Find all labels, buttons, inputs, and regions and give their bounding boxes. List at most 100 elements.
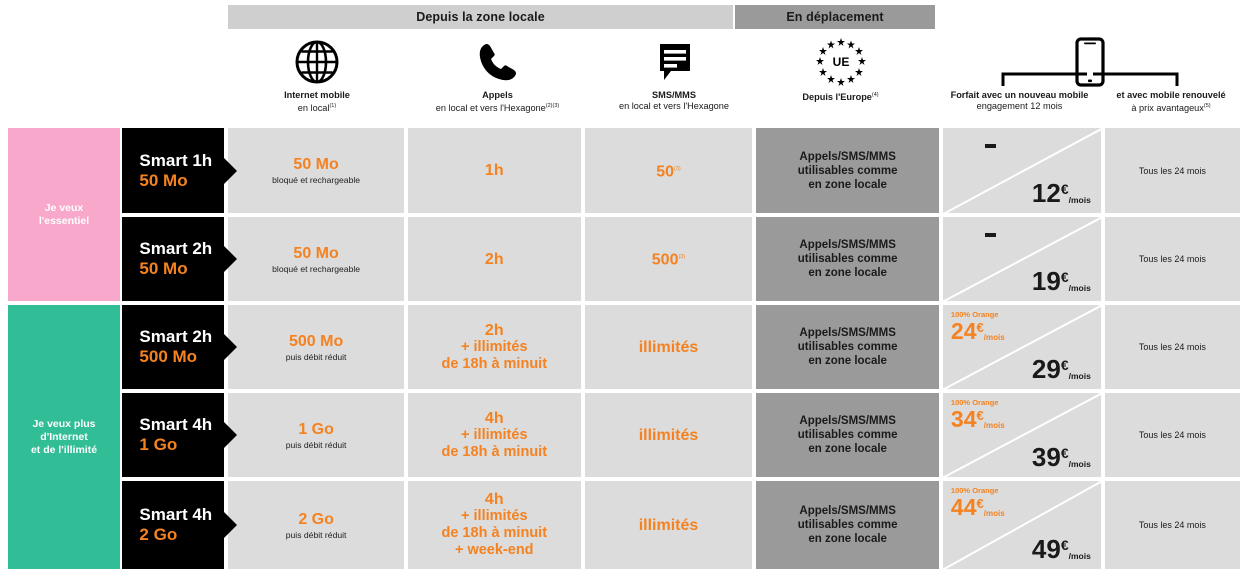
plan-calls-block: 4h + illimités de 18h à minuit <box>441 410 547 461</box>
table-row: Smart 2h 50 Mo 50 Mo bloqué et rechargeable… <box>0 217 1240 301</box>
plan-name-line1: Smart 4h <box>139 505 213 524</box>
plan-internet-value: 1 Go <box>298 420 334 438</box>
plan-internet-note: puis débit réduit <box>285 529 347 540</box>
plan-renewal-cell: Tous les 24 mois <box>1104 481 1240 569</box>
column-header-sms-caption: SMS/MMS en local et vers l'Hexagone <box>619 90 729 112</box>
plan-renewal-cell: Tous les 24 mois <box>1104 305 1240 389</box>
plans-grid: Je veux l'essentiel Je veux plus d'Inter… <box>0 128 1240 569</box>
category-band-essentiel-line1: Je veux <box>44 201 84 214</box>
category-band-illimite: Je veux plus d'Internet et de l'illimité <box>8 305 120 569</box>
plan-name-cell[interactable]: Smart 2h 500 Mo <box>122 305 238 389</box>
plan-name-line1: Smart 1h <box>139 150 213 170</box>
price-renewed-period: /mois <box>1068 195 1091 205</box>
plan-renewal-cell: Tous les 24 mois <box>1104 128 1240 213</box>
sms-bubble-icon <box>651 34 697 90</box>
column-header-internet-sub: en local <box>297 103 330 114</box>
plan-calls-block: 1h <box>485 162 504 179</box>
plan-sms-value: illimités <box>638 426 699 444</box>
plan-europe-cell: Appels/SMS/MMS utilisables comme en zone l… <box>756 393 939 477</box>
price-new-mobile-period: /mois <box>983 333 1005 342</box>
price-renewed-currency: € <box>1060 269 1069 285</box>
column-header-renew-mobile-caption: et avec mobile renouvelé à prix avantage… <box>1102 90 1240 114</box>
plan-renewal-text: Tous les 24 mois <box>1138 430 1206 440</box>
category-band-illimite-line2: d'Internet <box>40 430 88 443</box>
plan-internet-note: bloqué et rechargeable <box>272 175 361 185</box>
plan-sms-cell: illimités <box>584 393 753 477</box>
column-header-renew-mobile-sub: à prix avantageux <box>1131 103 1204 114</box>
price-renewed-currency: € <box>1060 537 1069 553</box>
category-band-essentiel: Je veux l'essentiel <box>8 128 120 301</box>
plan-price-cell: 100% Orange 34€/mois 39€/mois <box>942 393 1101 477</box>
plan-europe-line3: en zone locale <box>808 267 887 279</box>
group-header-roaming-label: En déplacement <box>786 10 884 24</box>
plan-name-line2: 2 Go <box>139 525 178 544</box>
plan-name-cell[interactable]: Smart 4h 2 Go <box>122 481 238 569</box>
plan-internet-value: 50 Mo <box>293 244 339 262</box>
plan-europe-text: Appels/SMS/MMS utilisables comme en zone l… <box>798 150 898 192</box>
column-header-new-mobile-sub: engagement 12 mois <box>976 101 1063 111</box>
plan-name-line2: 500 Mo <box>139 347 198 366</box>
plan-price-cell: 100% Orange 24€/mois 29€/mois <box>942 305 1101 389</box>
plan-europe-cell: Appels/SMS/MMS utilisables comme en zone l… <box>756 128 939 213</box>
plan-calls-extra: de 18h à minuit <box>441 443 548 460</box>
category-spacer <box>0 481 118 569</box>
plan-name-cell[interactable]: Smart 2h 50 Mo <box>122 217 238 301</box>
column-header-sms-title: SMS/MMS <box>652 90 696 100</box>
price-new-mobile-tag: 100% Orange <box>950 398 999 407</box>
plan-name-cell[interactable]: Smart 4h 1 Go <box>122 393 238 477</box>
price-new-mobile: 100% Orange 44€/mois <box>951 487 1005 520</box>
plan-europe-line1: Appels/SMS/MMS <box>799 150 896 163</box>
plan-name-cell[interactable]: Smart 1h 50 Mo <box>122 128 238 213</box>
plan-price-cell: 12€/mois <box>942 128 1101 213</box>
plan-europe-line3: en zone locale <box>808 178 887 191</box>
plan-calls-value: 4h <box>484 409 504 427</box>
plan-price-cell: 100% Orange 44€/mois 49€/mois <box>942 481 1101 569</box>
plan-europe-line1: Appels/SMS/MMS <box>799 505 896 517</box>
plan-europe-line3: en zone locale <box>808 443 887 455</box>
plan-name-line2: 50 Mo <box>139 170 188 190</box>
plan-name-line2: 1 Go <box>139 435 178 454</box>
category-spacer <box>0 128 118 213</box>
plan-name: Smart 2h 50 Mo <box>139 239 212 279</box>
plan-sms-value: 500(3) <box>651 251 686 269</box>
column-header-internet: Internet mobile en local(1) <box>228 34 406 124</box>
column-header-europe-sup: (4) <box>871 92 879 98</box>
plan-calls-cell: 4h + illimités de 18h à minuit <box>407 393 581 477</box>
price-renewed-period: /mois <box>1068 371 1091 381</box>
plan-internet-cell: 2 Go puis débit réduit <box>228 481 404 569</box>
price-renewed-mobile: 19€/mois <box>1032 268 1091 295</box>
price-new-mobile-none <box>984 144 996 148</box>
plan-sms-sup: (3) <box>678 254 686 261</box>
plan-europe-line3: en zone locale <box>808 355 887 367</box>
price-new-mobile: 100% Orange 24€/mois <box>951 311 1005 344</box>
price-new-mobile-amount: 24 <box>950 318 977 344</box>
price-new-mobile-tag: 100% Orange <box>950 310 999 319</box>
group-header-local-label: Depuis la zone locale <box>416 10 545 24</box>
plan-internet-cell: 1 Go puis débit réduit <box>228 393 404 477</box>
category-spacer <box>0 217 118 301</box>
price-new-mobile-none <box>984 233 996 237</box>
table-row: Smart 4h 2 Go 2 Go puis débit réduit 4h + ill… <box>0 481 1240 569</box>
column-header-renew-mobile-title: et avec mobile renouvelé <box>1116 90 1226 100</box>
plan-renewal-text: Tous les 24 mois <box>1138 342 1206 352</box>
plan-calls-extra: de 18h à minuit <box>441 525 548 541</box>
plan-name: Smart 1h 50 Mo <box>139 151 212 191</box>
price-new-mobile-period: /mois <box>983 509 1005 518</box>
plan-calls-value: 1h <box>484 162 504 179</box>
price-renewed-currency: € <box>1060 445 1069 461</box>
table-row: Smart 1h 50 Mo 50 Mo bloqué et rechargeable… <box>0 128 1240 213</box>
plan-europe-cell: Appels/SMS/MMS utilisables comme en zone l… <box>756 481 939 569</box>
column-header-europe: UE Depuis l'Europe(4) <box>748 34 933 124</box>
column-header-internet-title: Internet mobile <box>284 90 350 100</box>
column-header-calls-sub: en local et vers l'Hexagone <box>435 103 546 114</box>
plan-calls-cell: 2h <box>407 217 581 301</box>
plan-calls-cell: 1h <box>407 128 581 213</box>
plan-sms-value: illimités <box>638 516 699 534</box>
price-renewed-period: /mois <box>1068 551 1091 561</box>
plan-arrow-icon <box>223 421 238 449</box>
plan-sms-cell: illimités <box>584 305 753 389</box>
category-band-illimite-line3: et de l'illimité <box>30 443 98 456</box>
eu-stars-icon: UE <box>810 34 872 90</box>
plan-europe-line1: Appels/SMS/MMS <box>799 239 896 251</box>
